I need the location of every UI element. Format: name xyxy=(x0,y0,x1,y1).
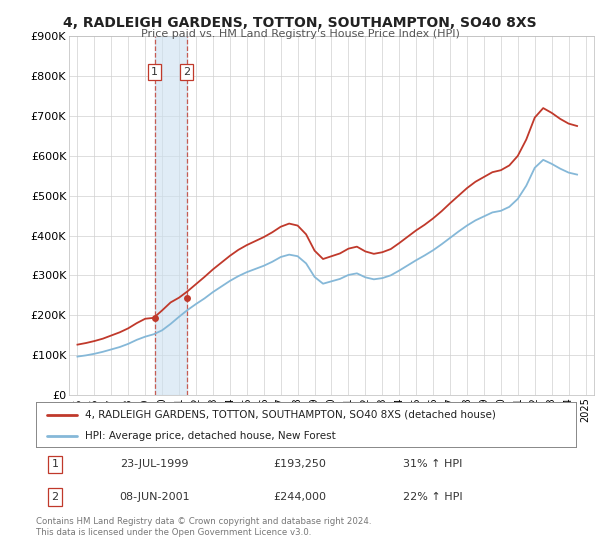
Text: 4, RADLEIGH GARDENS, TOTTON, SOUTHAMPTON, SO40 8XS (detached house): 4, RADLEIGH GARDENS, TOTTON, SOUTHAMPTON… xyxy=(85,409,496,419)
Text: 2: 2 xyxy=(52,492,58,502)
Bar xyxy=(155,36,187,395)
Text: 1: 1 xyxy=(151,67,158,77)
Text: 22% ↑ HPI: 22% ↑ HPI xyxy=(403,492,463,502)
Text: 08-JUN-2001: 08-JUN-2001 xyxy=(120,492,190,502)
Text: £193,250: £193,250 xyxy=(274,459,326,469)
Text: 1: 1 xyxy=(52,459,58,469)
Text: £244,000: £244,000 xyxy=(274,492,326,502)
Text: Contains HM Land Registry data © Crown copyright and database right 2024.
This d: Contains HM Land Registry data © Crown c… xyxy=(36,517,371,537)
Text: HPI: Average price, detached house, New Forest: HPI: Average price, detached house, New … xyxy=(85,431,335,441)
Text: 4, RADLEIGH GARDENS, TOTTON, SOUTHAMPTON, SO40 8XS: 4, RADLEIGH GARDENS, TOTTON, SOUTHAMPTON… xyxy=(63,16,537,30)
Text: 2: 2 xyxy=(183,67,190,77)
Text: Price paid vs. HM Land Registry's House Price Index (HPI): Price paid vs. HM Land Registry's House … xyxy=(140,29,460,39)
Text: 23-JUL-1999: 23-JUL-1999 xyxy=(120,459,188,469)
Text: 31% ↑ HPI: 31% ↑ HPI xyxy=(403,459,463,469)
